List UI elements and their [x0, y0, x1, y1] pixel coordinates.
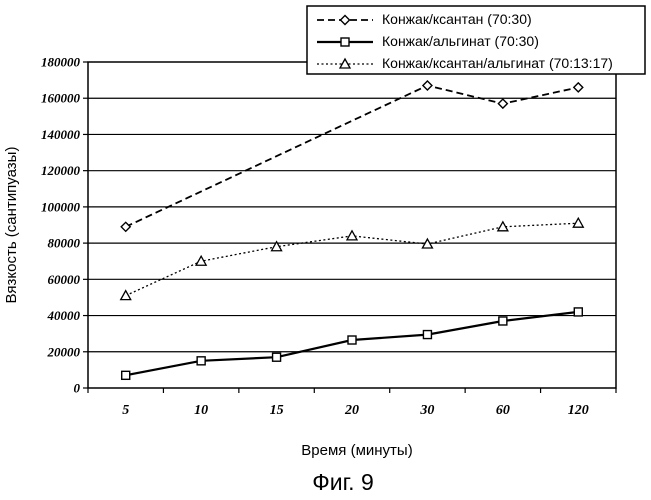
x-tick-label-10: 10 [194, 403, 208, 418]
series-2-point-10 [197, 357, 205, 365]
series-2-point-5 [122, 371, 130, 379]
x-tick-label-60: 60 [496, 403, 510, 418]
plot-area: 0 20000 40000 60000 80000 100000 120000 140000 1… [41, 55, 616, 419]
legend-label-series-3: Конжак/ксантан/альгинат (70:13:17) [382, 55, 613, 71]
series-2-point-20 [348, 336, 356, 344]
legend-label-series-1: Конжак/ксантан (70:30) [382, 11, 532, 27]
legend-marker-series-2 [341, 38, 349, 46]
y-tick-label-0: 0 [74, 381, 81, 396]
series-2-point-15 [273, 353, 281, 361]
y-tick-label-160000: 160000 [41, 91, 81, 106]
figure-caption: Фиг. 9 [312, 469, 374, 495]
series-2-point-30 [423, 331, 431, 339]
x-tick-label-5: 5 [122, 403, 129, 418]
y-axis-label: Вязкость (сантипуазы) [3, 147, 20, 304]
x-axis-label: Время (минуты) [301, 442, 412, 459]
y-tick-label-80000: 80000 [48, 236, 81, 251]
y-tick-label-180000: 180000 [41, 55, 81, 70]
y-tick-label-120000: 120000 [41, 163, 81, 178]
x-tick-label-20: 20 [344, 403, 359, 418]
legend-label-series-2: Конжак/альгинат (70:30) [382, 33, 539, 49]
y-tick-label-140000: 140000 [41, 127, 81, 142]
x-tick-label-30: 30 [419, 403, 434, 418]
legend: Конжак/ксантан (70:30) Конжак/альгинат (… [307, 6, 645, 74]
series-2-point-120 [574, 308, 582, 316]
series-2-point-60 [499, 317, 507, 325]
y-tick-label-100000: 100000 [41, 199, 81, 214]
x-tick-label-15: 15 [270, 403, 284, 418]
y-tick-label-60000: 60000 [48, 272, 81, 287]
x-tick-label-120: 120 [568, 403, 589, 418]
y-tick-label-20000: 20000 [47, 344, 81, 359]
y-tick-label-40000: 40000 [47, 308, 81, 323]
